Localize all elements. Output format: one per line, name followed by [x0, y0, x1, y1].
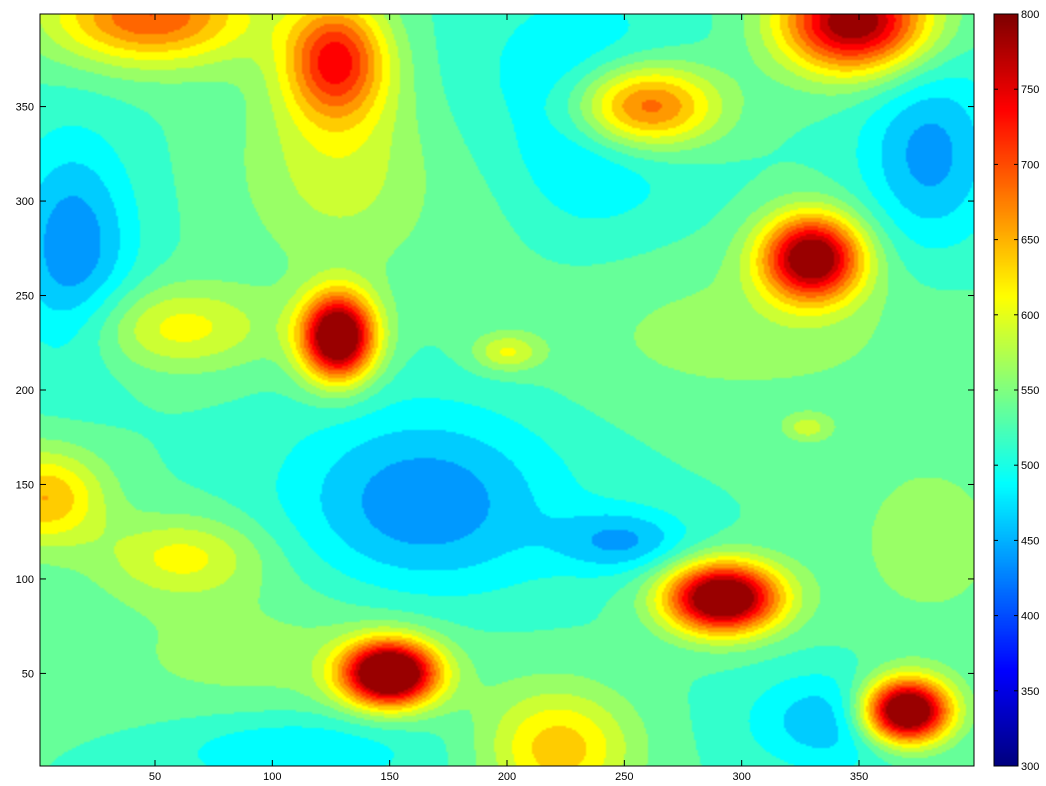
colorbar-tick-label: 550	[1021, 385, 1039, 397]
x-tick-label: 150	[380, 771, 398, 783]
y-tick-label: 300	[16, 196, 34, 208]
colorbar-tick-label: 800	[1021, 9, 1039, 21]
colorbar: 300 350 400 450 500 550 600 650 700 750 800	[993, 9, 1039, 773]
y-tick-label: 250	[16, 291, 34, 303]
colorbar-tick-label: 300	[1021, 761, 1039, 773]
filled-contour-heatmap	[40, 14, 974, 766]
x-tick-label: 200	[498, 771, 516, 783]
colorbar-tick-label: 500	[1021, 460, 1039, 472]
x-tick-label: 350	[850, 771, 868, 783]
colorbar-tick-label: 350	[1021, 686, 1039, 698]
x-tick-label: 250	[615, 771, 633, 783]
plot-frame	[39, 13, 975, 767]
colorbar-tick-label: 400	[1021, 611, 1039, 623]
x-axis: 50 100 150 200 250 300 350	[149, 14, 868, 783]
colorbar-ticks: 300 350 400 450 500 550 600 650 700 750 800	[994, 9, 1039, 773]
x-tick-label: 100	[263, 771, 281, 783]
y-tick-label: 50	[22, 668, 34, 680]
y-tick-label: 350	[16, 102, 34, 114]
y-tick-label: 200	[16, 385, 34, 397]
x-tick-label: 300	[732, 771, 750, 783]
colorbar-tick-label: 700	[1021, 159, 1039, 171]
colorbar-tick-label: 600	[1021, 310, 1039, 322]
colorbar-tick-label: 650	[1021, 235, 1039, 247]
y-axis: 50 100 150 200 250 300 350	[16, 102, 974, 680]
x-tick-label: 50	[149, 771, 161, 783]
y-tick-label: 100	[16, 574, 34, 586]
colorbar-tick-label: 750	[1021, 84, 1039, 96]
colorbar-tick-label: 450	[1021, 535, 1039, 547]
y-tick-label: 150	[16, 479, 34, 491]
